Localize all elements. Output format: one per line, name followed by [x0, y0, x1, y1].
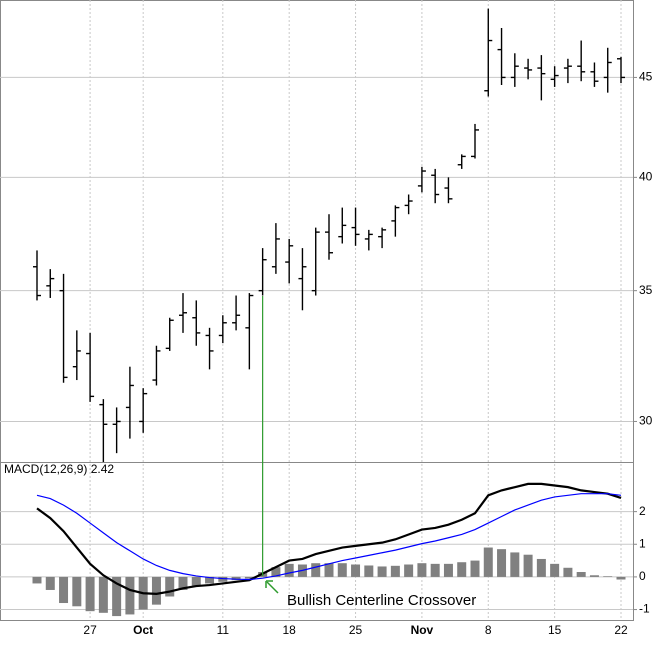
y-tick-label: 0: [639, 569, 646, 583]
histogram-bar: [165, 576, 175, 597]
histogram-bar: [576, 572, 586, 577]
histogram-bar: [351, 564, 361, 577]
histogram-bar: [589, 575, 599, 577]
histogram-bar: [72, 576, 82, 607]
annotation-arrowhead: [265, 580, 273, 588]
histogram-bar: [244, 576, 254, 579]
histogram-bar: [470, 560, 480, 577]
histogram-bar: [364, 565, 374, 577]
histogram-bar: [390, 565, 400, 577]
x-tick-label: 27: [83, 623, 97, 637]
histogram-bar: [271, 567, 281, 577]
y-tick-label: 30: [639, 414, 653, 428]
histogram-bar: [337, 563, 347, 577]
histogram-bar: [443, 563, 453, 577]
histogram-bar: [311, 563, 321, 577]
histogram-bar: [178, 576, 188, 590]
annotation-text: Bullish Centerline Crossover: [287, 592, 476, 609]
y-tick-label: 45: [639, 70, 653, 84]
histogram-bar: [457, 562, 467, 577]
histogram-bar: [205, 576, 215, 584]
histogram-bar: [417, 563, 427, 577]
indicator-line: [36, 493, 622, 581]
histogram-bar: [430, 563, 440, 577]
histogram-bar: [191, 576, 201, 586]
annotation-arrow: [266, 581, 279, 594]
histogram-bar: [497, 549, 507, 577]
histogram-bar: [404, 564, 414, 577]
x-tick-label: 15: [548, 623, 562, 637]
x-tick-label: Nov: [411, 623, 434, 637]
histogram-bar: [284, 563, 294, 577]
y-tick-label: 35: [639, 283, 653, 297]
x-tick-label: 18: [283, 623, 297, 637]
histogram-bar: [218, 576, 228, 582]
histogram-bar: [563, 567, 573, 577]
histogram-bar: [324, 563, 334, 577]
histogram-bar: [32, 576, 42, 584]
y-tick-label: 2: [639, 504, 646, 518]
histogram-bar: [112, 576, 122, 617]
histogram-bar: [151, 576, 161, 605]
y-tick-label: -1: [639, 602, 650, 616]
histogram-bar: [536, 558, 546, 577]
plot-frame: [0, 0, 634, 621]
x-tick-label: 11: [217, 623, 230, 637]
x-tick-label: 8: [485, 623, 492, 637]
histogram-bar: [483, 547, 493, 577]
histogram-bar: [85, 576, 95, 612]
x-tick-label: 25: [349, 623, 363, 637]
macd-label: MACD(12,26,9) 2.42: [4, 462, 114, 476]
histogram-bar: [510, 552, 520, 577]
indicator-line: [36, 482, 622, 595]
histogram-bar: [125, 576, 135, 615]
histogram-bar: [523, 554, 533, 577]
x-tick-label: 22: [614, 623, 628, 637]
histogram-bar: [231, 576, 241, 581]
y-tick-label: 40: [639, 170, 653, 184]
histogram-bar: [45, 576, 55, 590]
histogram-bar: [616, 576, 626, 580]
histogram-bar: [98, 576, 108, 613]
histogram-bar: [550, 563, 560, 577]
x-tick-label: Oct: [133, 623, 153, 637]
histogram-bar: [377, 566, 387, 577]
y-tick-label: 1: [639, 536, 646, 550]
histogram-bar: [59, 576, 69, 604]
histogram-bar: [603, 576, 613, 577]
